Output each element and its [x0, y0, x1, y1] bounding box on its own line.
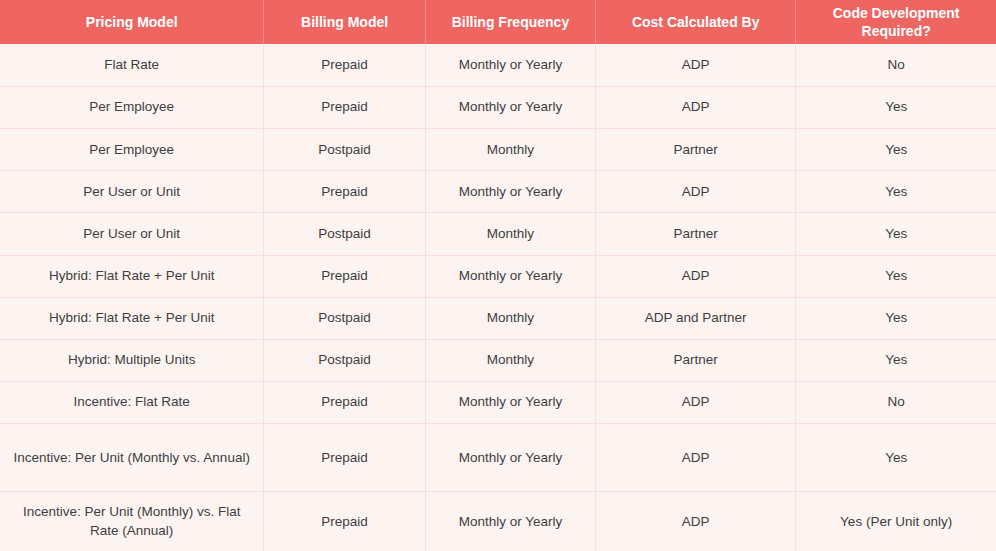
table-cell: Prepaid [264, 381, 425, 423]
table-cell: Monthly [425, 339, 595, 381]
table-cell: Yes [796, 171, 996, 213]
table-cell: Incentive: Flat Rate [0, 381, 264, 423]
column-header-billing-frequency: Billing Frequency [425, 0, 595, 44]
table-cell: Monthly [425, 129, 595, 171]
table-cell: Prepaid [264, 255, 425, 297]
table-row: Incentive: Flat RatePrepaidMonthly or Ye… [0, 381, 996, 423]
table-cell: Yes [796, 255, 996, 297]
table-cell: ADP [596, 492, 796, 551]
table-cell: Per User or Unit [0, 171, 264, 213]
table-cell: Per Employee [0, 87, 264, 129]
table-cell: Monthly or Yearly [425, 381, 595, 423]
table-header: Pricing Model Billing Model Billing Freq… [0, 0, 996, 44]
column-header-pricing-model: Pricing Model [0, 0, 264, 44]
table-row: Per User or UnitPrepaidMonthly or Yearly… [0, 171, 996, 213]
table-cell: Partner [596, 339, 796, 381]
column-header-billing-model: Billing Model [264, 0, 425, 44]
table-row: Per EmployeePostpaidMonthlyPartnerYes [0, 129, 996, 171]
table-cell: Per Employee [0, 129, 264, 171]
table-cell: Yes (Per Unit only) [796, 492, 996, 551]
table-cell: Incentive: Per Unit (Monthly vs. Annual) [0, 424, 264, 492]
table-cell: Monthly or Yearly [425, 87, 595, 129]
table-cell: Prepaid [264, 424, 425, 492]
table-cell: Hybrid: Flat Rate + Per Unit [0, 297, 264, 339]
table-cell: Monthly or Yearly [425, 255, 595, 297]
table-cell: No [796, 381, 996, 423]
table-row: Per User or UnitPostpaidMonthlyPartnerYe… [0, 213, 996, 255]
table-cell: Yes [796, 297, 996, 339]
table-cell: Monthly [425, 213, 595, 255]
table-cell: Prepaid [264, 87, 425, 129]
table-cell: ADP and Partner [596, 297, 796, 339]
table-cell: Incentive: Per Unit (Monthly) vs. Flat R… [0, 492, 264, 551]
column-header-cost-calculated-by: Cost Calculated By [596, 0, 796, 44]
table-cell: Monthly or Yearly [425, 492, 595, 551]
table-cell: Prepaid [264, 492, 425, 551]
table-row: Hybrid: Flat Rate + Per UnitPrepaidMonth… [0, 255, 996, 297]
table-cell: Prepaid [264, 171, 425, 213]
table-cell: Yes [796, 129, 996, 171]
table-cell: Partner [596, 129, 796, 171]
table-cell: ADP [596, 255, 796, 297]
table-row: Flat RatePrepaidMonthly or YearlyADPNo [0, 44, 996, 86]
table-cell: Partner [596, 213, 796, 255]
header-row: Pricing Model Billing Model Billing Freq… [0, 0, 996, 44]
table-cell: Yes [796, 87, 996, 129]
table-cell: Yes [796, 339, 996, 381]
table-cell: Monthly [425, 297, 595, 339]
table-cell: ADP [596, 424, 796, 492]
table-cell: Monthly or Yearly [425, 171, 595, 213]
table-cell: Yes [796, 213, 996, 255]
table-cell: Hybrid: Multiple Units [0, 339, 264, 381]
table-cell: Per User or Unit [0, 213, 264, 255]
table-cell: Monthly or Yearly [425, 424, 595, 492]
table-cell: Postpaid [264, 213, 425, 255]
table-row: Hybrid: Flat Rate + Per UnitPostpaidMont… [0, 297, 996, 339]
table-cell: Yes [796, 424, 996, 492]
table-cell: ADP [596, 171, 796, 213]
table-cell: No [796, 44, 996, 86]
column-header-code-development-required: Code Development Required? [796, 0, 996, 44]
table-cell: Postpaid [264, 129, 425, 171]
table-row: Incentive: Per Unit (Monthly) vs. Flat R… [0, 492, 996, 551]
table-cell: Postpaid [264, 297, 425, 339]
table-row: Hybrid: Multiple UnitsPostpaidMonthlyPar… [0, 339, 996, 381]
table-row: Per EmployeePrepaidMonthly or YearlyADPY… [0, 87, 996, 129]
table-cell: Hybrid: Flat Rate + Per Unit [0, 255, 264, 297]
table-cell: Monthly or Yearly [425, 44, 595, 86]
table-cell: Prepaid [264, 44, 425, 86]
table-row: Incentive: Per Unit (Monthly vs. Annual)… [0, 424, 996, 492]
table-cell: ADP [596, 44, 796, 86]
table-cell: Postpaid [264, 339, 425, 381]
table-body: Flat RatePrepaidMonthly or YearlyADPNoPe… [0, 44, 996, 551]
pricing-table: Pricing Model Billing Model Billing Freq… [0, 0, 996, 551]
table-cell: ADP [596, 381, 796, 423]
table-cell: Flat Rate [0, 44, 264, 86]
table-cell: ADP [596, 87, 796, 129]
